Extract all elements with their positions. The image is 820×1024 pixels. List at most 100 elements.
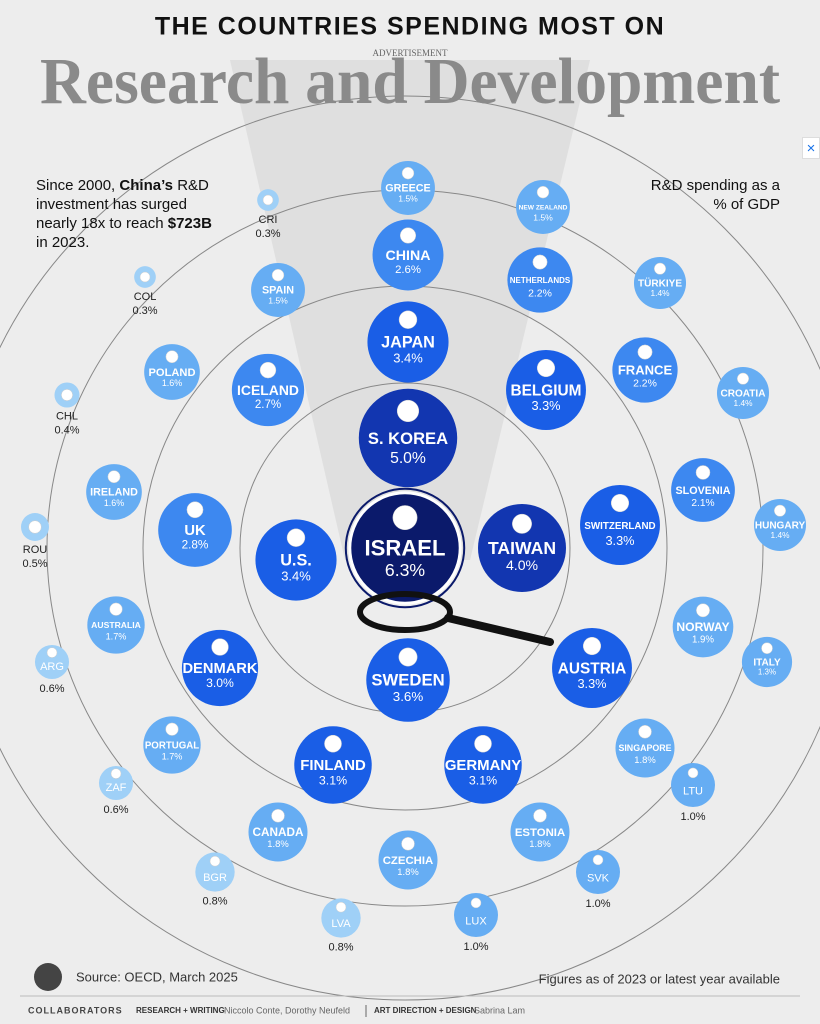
country-label: GERMANY [445, 757, 521, 774]
bubble [321, 898, 361, 938]
value-label: 3.3% [531, 398, 560, 413]
country-label: GREECE [385, 183, 430, 195]
flag [532, 254, 548, 270]
bubble [633, 256, 687, 310]
country-label: IRELAND [90, 487, 138, 499]
ad-close-button[interactable]: × [802, 137, 820, 159]
value-label: 1.4% [651, 288, 671, 298]
chart-title: THE COUNTRIES SPENDING MOST ON [155, 13, 665, 41]
value-label: 3.3% [605, 533, 634, 548]
value-label: 1.7% [162, 751, 183, 761]
country-label: SPAIN [262, 285, 294, 297]
flag [533, 809, 547, 823]
country-label: AUSTRALIA [91, 620, 141, 630]
flag [399, 227, 417, 244]
bubble [741, 636, 793, 688]
note-text: Since 2000, [36, 177, 120, 194]
bubble [294, 726, 372, 804]
value-label: 0.5% [22, 558, 47, 570]
country-label: LVA [331, 918, 351, 930]
note-bold: $723B [167, 215, 212, 232]
country-label: SINGAPORE [618, 743, 671, 753]
value-label: 1.8% [267, 839, 289, 850]
value-label: 3.0% [206, 676, 234, 690]
flag [536, 358, 556, 378]
country-label: TAIWAN [488, 538, 556, 558]
flag [271, 809, 285, 823]
flag [654, 262, 666, 275]
flag [696, 603, 710, 618]
bubble [367, 301, 449, 383]
bubble [671, 763, 715, 807]
value-label: 1.4% [771, 530, 791, 540]
bubble [86, 464, 142, 520]
country-label: CZECHIA [383, 855, 434, 867]
flag [398, 647, 418, 667]
flag [259, 361, 277, 379]
flag [470, 897, 482, 909]
country-label: COL [134, 291, 157, 303]
value-label: 3.4% [281, 568, 311, 583]
value-label: 4.0% [506, 557, 539, 573]
country-label: CANADA [252, 825, 304, 839]
flag [110, 768, 122, 779]
flag [209, 855, 221, 867]
flag [536, 186, 550, 199]
flag [392, 505, 418, 531]
country-label: HUNGARY [755, 520, 806, 531]
value-label: 3.4% [393, 350, 423, 365]
bubble [34, 644, 70, 680]
country-label: LUX [465, 916, 487, 928]
value-label: 2.7% [255, 399, 281, 411]
country-label: SLOVENIA [676, 485, 731, 497]
bubble [576, 850, 620, 894]
bubble [672, 596, 734, 658]
bubble [87, 596, 145, 654]
country-label: ITALY [753, 657, 781, 668]
value-label: 1.0% [463, 941, 488, 953]
country-label: DENMARK [182, 661, 257, 677]
bubble [144, 344, 200, 400]
bubble [507, 247, 573, 313]
flag [737, 372, 749, 385]
bubble [248, 802, 308, 862]
bubble [366, 638, 450, 722]
footnote: Figures as of 2023 or latest year availa… [539, 971, 780, 986]
value-label: 1.6% [104, 498, 124, 508]
value-label: 2.8% [182, 539, 209, 552]
flag [139, 271, 151, 283]
country-label: UK [184, 523, 206, 539]
bubble [516, 180, 570, 234]
flag [165, 350, 179, 364]
country-label: NEW ZEALAND [519, 205, 568, 212]
country-label: CRI [259, 214, 278, 226]
legend-note: R&D spending as a % of GDP [650, 177, 780, 213]
country-label: ARG [40, 661, 64, 673]
bubble [372, 219, 444, 291]
bubble [615, 718, 675, 778]
country-label: ROU [23, 544, 48, 556]
country-label: S. KOREA [368, 429, 448, 448]
value-label: 2.6% [395, 264, 421, 276]
value-label: 1.5% [533, 213, 553, 223]
value-label: 1.3% [758, 668, 776, 677]
country-label: BGR [203, 872, 227, 884]
value-label: 5.0% [390, 450, 426, 467]
flag [28, 520, 42, 534]
country-label: LTU [683, 786, 703, 798]
value-label: 1.5% [268, 296, 288, 306]
flag [582, 636, 602, 656]
flag [335, 901, 347, 913]
value-label: 1.0% [680, 811, 705, 823]
bubble [348, 491, 462, 605]
country-label: CHL [56, 410, 78, 422]
bubble [478, 504, 566, 592]
bubble [158, 493, 232, 567]
credits-names: Niccolo Conte, Dorothy Neufeld [224, 1005, 350, 1015]
country-label: TÜRKIYE [638, 276, 682, 289]
flag [638, 725, 652, 739]
bubble-outline [344, 487, 466, 609]
flag [107, 470, 121, 484]
country-label: FINLAND [300, 757, 366, 774]
value-label: 1.9% [692, 634, 714, 645]
